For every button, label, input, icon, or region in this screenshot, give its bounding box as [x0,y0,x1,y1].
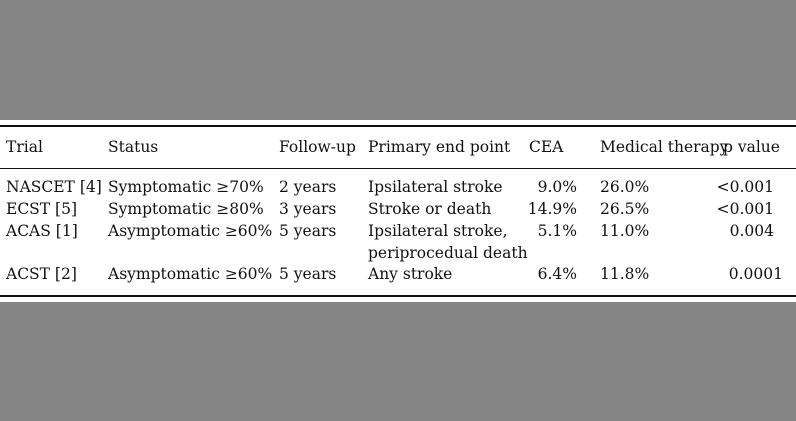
row-0-p-value: <0.001 [716,178,774,196]
row-2-follow-up: 5 years [279,222,337,240]
row-1-p-value: <0.001 [716,200,774,218]
header-medical-therapy: Medical therapy [600,138,729,156]
row-3-end-point: Any stroke [368,265,453,283]
table-panel [0,120,796,302]
row-1-medical-therapy: 26.5% [600,200,650,218]
row-0-status: Symptomatic ≥70% [108,178,264,196]
row-3-status: Asymptomatic ≥60% [108,265,273,283]
row-3-medical-therapy: 11.8% [600,265,650,283]
row-1-end-point: Stroke or death [368,200,492,218]
header-primary-end-point: Primary end point [368,138,511,156]
row-0-medical-therapy: 26.0% [600,178,650,196]
row-3-p-value: 0.0001 [728,265,783,283]
header-trial: Trial [6,138,43,156]
header-follow-up: Follow-up [279,138,356,156]
table-bottom-rule [0,295,796,297]
table-top-rule [0,125,796,127]
header-cea: CEA [529,138,564,156]
row-1-status: Symptomatic ≥80% [108,200,264,218]
row-1-follow-up: 3 years [279,200,337,218]
row-3-cea: 6.4% [537,265,577,283]
row-1-trial: ECST [5] [6,200,78,218]
row-2-cea: 5.1% [537,222,577,240]
row-0-follow-up: 2 years [279,178,337,196]
row-2-status: Asymptomatic ≥60% [108,222,273,240]
row-2-end-point-line-2: periprocedual death [368,244,528,262]
row-0-end-point: Ipsilateral stroke [368,178,503,196]
header-p-value: p value [723,138,780,156]
header-status: Status [108,138,159,156]
row-1-cea: 14.9% [527,200,577,218]
table-header-rule [0,168,796,169]
row-0-trial: NASCET [4] [6,178,102,196]
row-0-cea: 9.0% [537,178,577,196]
row-3-trial: ACST [2] [6,265,77,283]
row-2-medical-therapy: 11.0% [600,222,650,240]
row-2-end-point-line-1: Ipsilateral stroke, [368,222,508,240]
row-2-trial: ACAS [1] [6,222,78,240]
row-3-follow-up: 5 years [279,265,337,283]
row-2-p-value: 0.004 [729,222,774,240]
